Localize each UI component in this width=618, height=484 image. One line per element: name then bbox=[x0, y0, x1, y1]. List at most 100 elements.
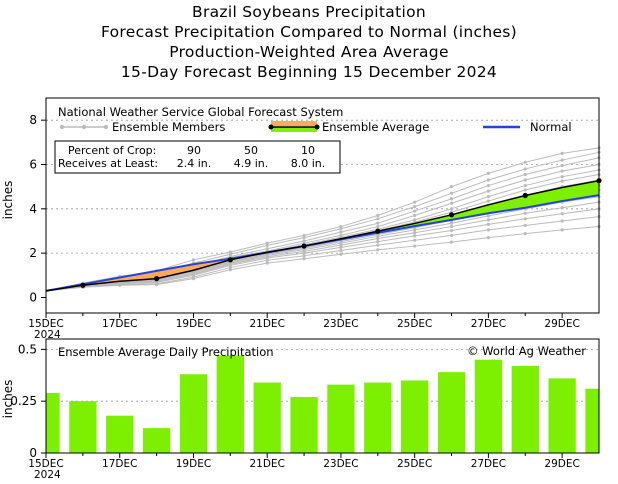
top-y-tick-label: 2 bbox=[29, 246, 37, 260]
bottom-plot-frame bbox=[45, 338, 600, 454]
top-x-tick-label: 19DEC bbox=[176, 318, 211, 330]
ensemble-member-point bbox=[560, 175, 564, 179]
bottom-x-tick-label: 25DEC bbox=[397, 458, 432, 470]
crop-amount-90: 2.4 in. bbox=[177, 157, 212, 170]
bottom-year-label: 2024 bbox=[34, 469, 61, 481]
ensemble-member-point bbox=[523, 178, 527, 182]
top-x-tick-label: 17DEC bbox=[102, 318, 137, 330]
precip-bar bbox=[548, 378, 576, 453]
top-x-tick-label: 21DEC bbox=[249, 318, 284, 330]
ensemble-member-point bbox=[118, 283, 122, 287]
legend-members-dot bbox=[81, 124, 87, 130]
legend-members-label: Ensemble Members bbox=[112, 120, 225, 134]
legend-average-label: Ensemble Average bbox=[322, 120, 429, 134]
ensemble-member-point bbox=[413, 244, 417, 248]
crop-amount-10: 8.0 in. bbox=[291, 157, 326, 170]
top-y-tick-label: 8 bbox=[29, 113, 37, 127]
ensemble-member-point bbox=[486, 189, 490, 193]
ensemble-member-point bbox=[560, 228, 564, 232]
ensemble-member-point bbox=[413, 234, 417, 238]
ensemble-member-point bbox=[523, 223, 527, 228]
ensemble-member-point bbox=[413, 228, 417, 232]
ensemble-member-point bbox=[228, 268, 232, 272]
ensemble-member-point bbox=[560, 164, 564, 168]
precip-bar bbox=[585, 388, 599, 453]
ensemble-member-point bbox=[265, 241, 269, 245]
ensemble-member-point bbox=[339, 248, 343, 253]
bottom-x-tick-label: 27DEC bbox=[471, 458, 506, 470]
legend-members-dot bbox=[103, 124, 109, 130]
ensemble-member-line bbox=[45, 179, 600, 292]
crop-amount-label: Receives at Least: bbox=[58, 157, 158, 170]
chart-titles: Brazil Soybeans Precipitation Forecast P… bbox=[0, 2, 618, 82]
bottom-x-tick-label: 15DEC bbox=[28, 458, 63, 470]
crop-percent-50: 50 bbox=[244, 144, 258, 157]
ensemble-member-point bbox=[449, 240, 454, 244]
ensemble-member-point bbox=[302, 233, 306, 238]
ensemble-member-point bbox=[449, 185, 454, 189]
top-x-tick-label: 23DEC bbox=[323, 318, 358, 330]
bottom-x-tick-label: 23DEC bbox=[323, 458, 358, 470]
chart-subtitle: Forecast Precipitation Compared to Norma… bbox=[100, 23, 518, 41]
ensemble-member-line bbox=[45, 201, 600, 292]
precip-bar bbox=[106, 415, 134, 453]
ensemble-average-point bbox=[154, 276, 160, 282]
bottom-x-tick-label: 17DEC bbox=[102, 458, 137, 470]
ensemble-member-point bbox=[339, 230, 343, 234]
crop-table: Percent of Crop: Receives at Least: 90 5… bbox=[54, 140, 341, 174]
ensemble-member-point bbox=[449, 233, 454, 238]
ensemble-member-point bbox=[302, 257, 306, 261]
ensemble-member-point bbox=[560, 206, 564, 210]
ensemble-member-point bbox=[339, 252, 343, 256]
legend-normal-label: Normal bbox=[530, 120, 572, 134]
top-y-tick-label: 0 bbox=[29, 290, 37, 304]
ensemble-member-point bbox=[376, 243, 380, 247]
ensemble-member-point bbox=[376, 234, 380, 238]
ensemble-member-point bbox=[265, 243, 269, 247]
ensemble-member-point bbox=[413, 218, 417, 222]
legend-average-swatch-above bbox=[271, 127, 317, 132]
ensemble-member-point bbox=[339, 224, 343, 229]
legend-members-dot bbox=[59, 124, 65, 130]
ensemble-member-line bbox=[45, 164, 600, 292]
precip-bar bbox=[401, 380, 429, 453]
legend-system: National Weather Service Global Forecast… bbox=[58, 105, 343, 119]
ensemble-member-point bbox=[486, 218, 490, 222]
ensemble-average-point bbox=[375, 228, 381, 234]
ensemble-member-point bbox=[449, 191, 454, 195]
ensemble-member-point bbox=[560, 158, 564, 162]
ensemble-member-point bbox=[413, 205, 417, 209]
precip-bar bbox=[46, 392, 60, 453]
ensemble-member-point bbox=[376, 224, 380, 229]
ensemble-average-point bbox=[80, 282, 86, 288]
bottom-axes: 0 0.25 0.5 15DEC 17DEC 19DEC 21DEC 23DEC 25DEC 27… bbox=[10, 342, 580, 481]
ensemble-member-point bbox=[486, 171, 490, 175]
legend: National Weather Service Global Forecast… bbox=[58, 105, 572, 134]
ensemble-average-point bbox=[522, 192, 528, 199]
precip-bar bbox=[511, 365, 539, 453]
ensemble-member-point bbox=[560, 179, 564, 183]
bottom-y-tick-label: 0 bbox=[29, 446, 37, 460]
precip-bar bbox=[216, 355, 244, 453]
chart-subtitle-area: Production-Weighted Area Average bbox=[169, 43, 449, 61]
daily-precipitation-bars bbox=[46, 355, 599, 453]
ensemble-member-point bbox=[413, 209, 417, 213]
ensemble-average-line bbox=[45, 179, 600, 292]
top-axes: 0 2 4 6 8 15DEC 17DEC 19DEC 21DEC 23DEC 25DEC 27DEC… bbox=[28, 113, 580, 341]
ensemble-member-point bbox=[560, 219, 564, 223]
ensemble-member-line bbox=[45, 157, 600, 292]
ensemble-member-point bbox=[191, 277, 196, 281]
ensemble-member-point bbox=[228, 265, 232, 270]
precip-bar bbox=[179, 374, 208, 453]
crop-amount-50: 4.9 in. bbox=[234, 157, 269, 170]
ensemble-member-point bbox=[302, 251, 306, 255]
bottom-x-tick-label: 29DEC bbox=[544, 458, 579, 470]
ensemble-member-point bbox=[560, 212, 564, 216]
ensemble-member-point bbox=[302, 254, 306, 258]
ensemble-member-point bbox=[376, 221, 380, 225]
ensemble-member-point bbox=[413, 231, 417, 235]
precip-bar bbox=[364, 382, 392, 453]
legend-average-dot bbox=[314, 124, 320, 130]
ensemble-member-point bbox=[228, 252, 232, 256]
